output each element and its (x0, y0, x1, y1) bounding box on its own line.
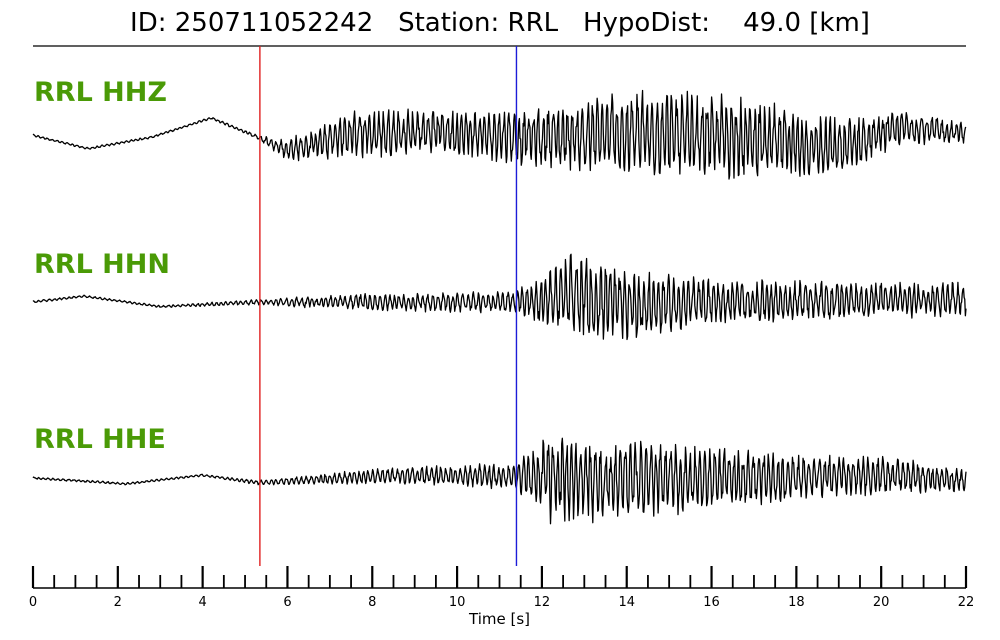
x-tick-label: 8 (368, 595, 376, 610)
x-tick-label: 14 (618, 595, 635, 610)
x-tick-label: 6 (283, 595, 291, 610)
title-id-value: 250711052242 (174, 8, 374, 38)
x-tick-label: 4 (198, 595, 206, 610)
title-id-label: ID: (130, 8, 167, 38)
trace-rrl-hhz (32, 89, 967, 180)
x-tick-label: 22 (958, 595, 975, 610)
x-tick-label: 18 (788, 595, 805, 610)
title-dist-value: 49.0 (743, 8, 802, 38)
picks-group (259, 46, 518, 566)
x-tick-label: 0 (29, 595, 37, 610)
channel-label-rrl-hhn: RRL HHN (34, 249, 170, 280)
title-dist-label: HypoDist: (582, 8, 711, 38)
channel-label-rrl-hhe: RRL HHE (34, 424, 166, 455)
title-station-value: RRL (507, 8, 559, 38)
x-tick-label: 20 (873, 595, 890, 610)
trace-rrl-hhe (32, 437, 967, 525)
x-tick-label: 16 (703, 595, 720, 610)
title-station-label: Station: (398, 8, 500, 38)
x-tick-label: 10 (449, 595, 466, 610)
title-dist-unit: [km] (809, 8, 870, 38)
channel-labels-group: RRL HHZ RRL HHN RRL HHE (34, 77, 170, 455)
time-axis: 0 2 4 6 8 10 12 14 16 18 20 22 Time [s] (29, 566, 974, 628)
traces-group (32, 89, 967, 525)
x-tick-label: 12 (534, 595, 551, 610)
channel-label-rrl-hhz: RRL HHZ (34, 77, 167, 108)
x-axis-label: Time [s] (468, 610, 530, 628)
plot-title: ID: 250711052242 Station: RRL HypoDist: … (0, 8, 1000, 38)
trace-rrl-hhn (32, 253, 967, 341)
x-tick-label: 2 (114, 595, 122, 610)
